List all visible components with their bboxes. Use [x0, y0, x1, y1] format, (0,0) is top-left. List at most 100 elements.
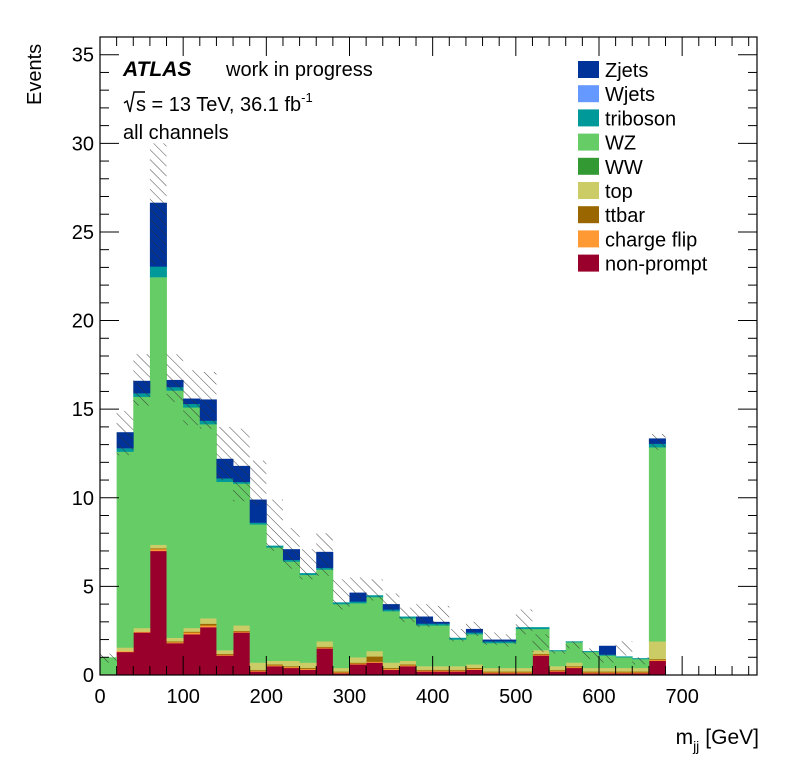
bar-charge-flip-bin-27 — [549, 670, 567, 672]
bar-top-bin-14 — [332, 667, 350, 672]
bar-WZ-bin-8 — [233, 483, 251, 626]
uncertainty-bin-25 — [515, 609, 533, 635]
uncertainty-bin-17 — [382, 593, 400, 612]
bar-charge-flip-bin-3 — [149, 549, 167, 552]
bar-top-bin-26 — [532, 650, 550, 654]
bar-WZ-bin-16 — [366, 597, 384, 652]
x-tick-label: 600 — [582, 686, 615, 708]
bar-WZ-bin-22 — [465, 634, 483, 665]
bar-charge-flip-bin-9 — [249, 670, 267, 672]
y-tick-label: 30 — [72, 133, 94, 155]
bar-top-bin-2 — [133, 628, 151, 632]
uncertainty-bin-14 — [332, 579, 350, 610]
bar-charge-flip-bin-18 — [399, 665, 417, 667]
uncertainty-bin-26 — [532, 634, 550, 652]
x-axis-label: mjj [GeV] — [676, 726, 759, 754]
bar-top-bin-27 — [549, 666, 567, 670]
energy-prefix: s — [136, 94, 146, 116]
bar-top-bin-30 — [598, 667, 617, 672]
bar-non-prompt-bin-6 — [199, 627, 217, 676]
bar-top-bin-21 — [449, 666, 467, 670]
bar-WZ-bin-4 — [166, 390, 184, 638]
bar-non-prompt-bin-12 — [299, 669, 317, 676]
uncertainty-bin-24 — [499, 634, 516, 647]
bar-non-prompt-bin-13 — [316, 648, 334, 676]
x-tick-label: 300 — [333, 686, 366, 708]
uncertainty-bin-8 — [233, 428, 250, 502]
bar-WZ-bin-1 — [116, 451, 134, 648]
bar-ttbar-bin-15 — [349, 662, 367, 664]
bar-WZ-bin-18 — [399, 618, 417, 662]
bar-WZ-bin-19 — [416, 625, 434, 667]
bar-WZ-bin-15 — [349, 603, 367, 658]
bar-triboson-bin-3 — [149, 266, 167, 278]
uncertainty-bin-28 — [565, 641, 583, 649]
uncertainty-bin-10 — [266, 499, 283, 551]
bar-ttbar-bin-6 — [199, 623, 217, 626]
legend-label-Zjets: Zjets — [605, 60, 648, 82]
bar-top-bin-22 — [465, 664, 483, 669]
legend-swatch-non-prompt — [578, 254, 599, 272]
bar-top-bin-28 — [565, 662, 583, 667]
uncertainty-bin-4 — [166, 354, 184, 403]
uncertainty-bin-11 — [282, 527, 300, 569]
legend-label-charge-flip: charge flip — [605, 229, 697, 251]
bar-charge-flip-bin-12 — [299, 668, 317, 670]
uncertainty-bin-32 — [632, 657, 649, 665]
bar-non-prompt-bin-8 — [233, 632, 251, 676]
bar-charge-flip-bin-5 — [183, 632, 201, 635]
bar-top-bin-33 — [648, 641, 666, 660]
bar-charge-flip-bin-17 — [382, 668, 400, 670]
x-axis-label-main: m — [676, 726, 694, 749]
bar-charge-flip-bin-29 — [582, 672, 600, 674]
y-tick-label: 20 — [72, 311, 94, 333]
bar-WZ-bin-27 — [549, 651, 567, 667]
x-tick-label: 200 — [250, 686, 283, 708]
uncertainty-bin-0 — [100, 653, 117, 663]
bar-charge-flip-bin-4 — [166, 642, 184, 644]
bar-top-bin-10 — [266, 660, 284, 665]
bar-charge-flip-bin-10 — [266, 665, 284, 667]
bar-non-prompt-bin-4 — [166, 643, 184, 676]
bar-non-prompt-bin-30 — [598, 673, 617, 676]
x-tick-label: 0 — [94, 686, 105, 708]
bar-charge-flip-bin-8 — [233, 631, 251, 633]
bar-ttbar-bin-5 — [183, 631, 201, 633]
bar-non-prompt-bin-32 — [632, 673, 650, 676]
bar-top-bin-4 — [166, 637, 184, 642]
bar-non-prompt-bin-15 — [349, 664, 367, 676]
atlas-label: ATLAS — [122, 58, 191, 81]
bar-WZ-bin-20 — [432, 625, 450, 667]
legend-swatch-Wjets — [578, 85, 599, 103]
uncertainty-bin-6 — [199, 371, 217, 429]
bar-top-bin-25 — [515, 667, 533, 672]
selection-label: all channels — [123, 122, 229, 144]
bar-ttbar-bin-21 — [449, 669, 467, 671]
bar-WZ-bin-11 — [282, 561, 300, 662]
bar-non-prompt-bin-5 — [183, 634, 201, 676]
bar-WZ-bin-24 — [499, 643, 517, 669]
bar-top-bin-3 — [149, 544, 167, 549]
bar-WZ-bin-14 — [332, 604, 350, 669]
energy-label: s = 13 TeV, 36.1 fb-1 — [123, 90, 313, 116]
bar-Zjets-bin-30 — [598, 645, 617, 655]
bar-non-prompt-bin-11 — [282, 667, 300, 676]
bar-ttbar-bin-30 — [598, 671, 617, 673]
legend-swatch-Zjets — [578, 61, 599, 78]
bar-ttbar-bin-19 — [416, 669, 434, 671]
y-tick-label: 25 — [72, 222, 94, 244]
bar-charge-flip-bin-28 — [565, 667, 583, 669]
bar-non-prompt-bin-21 — [449, 671, 467, 676]
bar-ttbar-bin-4 — [166, 641, 184, 643]
uncertainty-bin-7 — [216, 426, 234, 481]
bar-top-bin-16 — [366, 651, 384, 657]
bar-non-prompt-bin-29 — [582, 673, 600, 676]
x-axis-label-unit: [GeV] — [705, 726, 759, 749]
x-tick-label: 700 — [665, 686, 698, 708]
bar-non-prompt-bin-1 — [116, 651, 134, 676]
legend-swatch-ttbar — [578, 206, 599, 224]
bar-WZ-bin-10 — [266, 547, 284, 662]
legend-label-WW: WW — [605, 157, 643, 179]
legend-label-top: top — [605, 181, 633, 203]
